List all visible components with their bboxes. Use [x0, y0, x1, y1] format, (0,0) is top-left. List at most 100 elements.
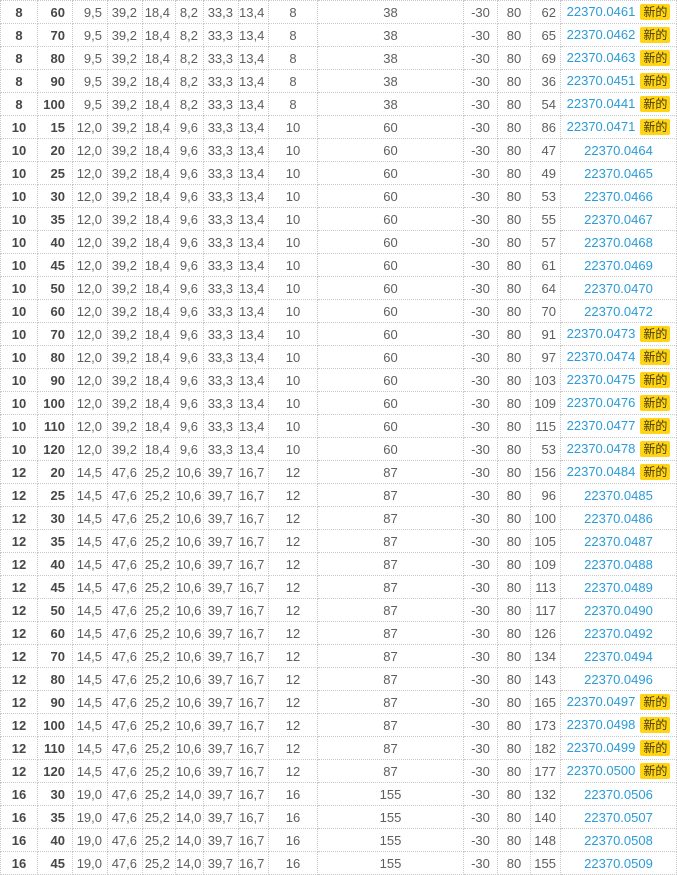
part-cell: 22370.0478 新的	[560, 437, 677, 461]
part-number-link[interactable]: 22370.0472	[584, 303, 653, 319]
part-number-link[interactable]: 22370.0473	[566, 325, 636, 341]
cell-value-2: 39,2	[107, 414, 143, 438]
part-number-link[interactable]: 22370.0465	[584, 165, 653, 181]
cell-value-1: 12,0	[72, 276, 108, 300]
part-number-link[interactable]: 22370.0496	[584, 671, 653, 687]
cell-value-2: 39,2	[107, 322, 143, 346]
part-number-link[interactable]: 22370.0476	[566, 394, 636, 410]
cell-value-7: 12	[268, 736, 318, 760]
cell-dim-2: 60	[37, 621, 73, 645]
cell-value-1: 9,5	[72, 92, 108, 116]
part-number-link[interactable]: 22370.0486	[584, 510, 653, 526]
cell-value-1: 14,5	[72, 736, 108, 760]
cell-dim-1: 12	[0, 529, 38, 553]
cell-dim-2: 90	[37, 69, 73, 93]
part-number-link[interactable]: 22370.0466	[584, 188, 653, 204]
cell-value-6: 16,7	[238, 736, 269, 760]
cell-value-2: 39,2	[107, 92, 143, 116]
cell-value-8: 60	[317, 368, 464, 392]
cell-value-11: 156	[530, 460, 561, 484]
cell-value-4: 9,6	[175, 276, 204, 300]
cell-value-8: 60	[317, 414, 464, 438]
cell-value-7: 10	[268, 414, 318, 438]
part-number-link[interactable]: 22370.0464	[584, 142, 653, 158]
cell-value-8: 60	[317, 115, 464, 139]
cell-value-7: 12	[268, 460, 318, 484]
part-number-link[interactable]: 22370.0487	[584, 533, 653, 549]
cell-value-4: 9,6	[175, 138, 204, 162]
cell-value-1: 9,5	[72, 46, 108, 70]
part-number-link[interactable]: 22370.0451	[566, 72, 636, 88]
cell-value-7: 16	[268, 828, 318, 852]
part-number-link[interactable]: 22370.0492	[584, 625, 653, 641]
cell-value-7: 8	[268, 46, 318, 70]
part-number-link[interactable]: 22370.0509	[584, 855, 653, 871]
cell-value-10: 80	[497, 598, 531, 622]
cell-value-11: 91	[530, 322, 561, 346]
part-number-link[interactable]: 22370.0469	[584, 257, 653, 273]
part-number-link[interactable]: 22370.0498	[566, 716, 636, 732]
cell-value-4: 9,6	[175, 437, 204, 461]
part-number-link[interactable]: 22370.0467	[584, 211, 653, 227]
table-row: 12 80 14,5 47,6 25,2 10,6 39,7 16,7 12 8…	[0, 667, 677, 691]
part-number-link[interactable]: 22370.0484	[566, 463, 636, 479]
cell-dim-2: 40	[37, 230, 73, 254]
part-number-link[interactable]: 22370.0478	[566, 440, 636, 456]
cell-value-5: 33,3	[203, 391, 239, 415]
part-number-link[interactable]: 22370.0500	[566, 762, 636, 778]
table-row: 12 45 14,5 47,6 25,2 10,6 39,7 16,7 12 8…	[0, 575, 677, 599]
part-number-link[interactable]: 22370.0462	[566, 26, 636, 42]
cell-value-8: 87	[317, 736, 464, 760]
cell-value-5: 33,3	[203, 414, 239, 438]
part-number-link[interactable]: 22370.0494	[584, 648, 653, 664]
part-number-link[interactable]: 22370.0489	[584, 579, 653, 595]
cell-value-5: 39,7	[203, 483, 239, 507]
part-number-link[interactable]: 22370.0506	[584, 786, 653, 802]
part-number-link[interactable]: 22370.0468	[584, 234, 653, 250]
part-cell: 22370.0469	[560, 253, 677, 277]
cell-value-5: 33,3	[203, 161, 239, 185]
table-row: 16 35 19,0 47,6 25,2 14,0 39,7 16,7 16 1…	[0, 805, 677, 829]
part-cell: 22370.0490	[560, 598, 677, 622]
cell-value-11: 134	[530, 644, 561, 668]
part-number-link[interactable]: 22370.0463	[566, 49, 636, 65]
part-number-link[interactable]: 22370.0508	[584, 832, 653, 848]
cell-value-6: 13,4	[238, 253, 269, 277]
part-number-link[interactable]: 22370.0475	[566, 371, 636, 387]
new-badge: 新的	[640, 717, 671, 734]
cell-value-4: 9,6	[175, 391, 204, 415]
cell-value-9: -30	[463, 138, 498, 162]
cell-value-4: 14,0	[175, 782, 204, 806]
cell-value-5: 33,3	[203, 276, 239, 300]
table-row: 10 20 12,0 39,2 18,4 9,6 33,3 13,4 10 60…	[0, 138, 677, 162]
cell-value-3: 25,2	[142, 598, 176, 622]
cell-value-7: 10	[268, 138, 318, 162]
table-row: 8 60 9,5 39,2 18,4 8,2 33,3 13,4 8 38 -3…	[0, 0, 677, 24]
cell-value-9: -30	[463, 115, 498, 139]
part-cell: 22370.0463 新的	[560, 46, 677, 70]
new-badge: 新的	[640, 418, 671, 435]
part-number-link[interactable]: 22370.0441	[566, 95, 636, 111]
part-number-link[interactable]: 22370.0474	[566, 348, 636, 364]
cell-value-4: 10,6	[175, 552, 204, 576]
cell-value-7: 12	[268, 598, 318, 622]
cell-value-6: 16,7	[238, 483, 269, 507]
part-number-link[interactable]: 22370.0499	[566, 739, 636, 755]
part-number-link[interactable]: 22370.0490	[584, 602, 653, 618]
part-number-link[interactable]: 22370.0477	[566, 417, 636, 433]
part-number-link[interactable]: 22370.0461	[566, 3, 636, 19]
cell-value-5: 39,7	[203, 667, 239, 691]
cell-dim-2: 45	[37, 851, 73, 875]
cell-value-3: 25,2	[142, 506, 176, 530]
part-number-link[interactable]: 22370.0497	[566, 693, 636, 709]
part-number-link[interactable]: 22370.0470	[584, 280, 653, 296]
cell-dim-1: 8	[0, 69, 38, 93]
part-number-link[interactable]: 22370.0507	[584, 809, 653, 825]
cell-value-2: 47,6	[107, 782, 143, 806]
cell-value-4: 9,6	[175, 115, 204, 139]
part-number-link[interactable]: 22370.0485	[584, 487, 653, 503]
part-number-link[interactable]: 22370.0488	[584, 556, 653, 572]
part-cell: 22370.0466	[560, 184, 677, 208]
part-number-link[interactable]: 22370.0471	[566, 118, 636, 134]
part-cell: 22370.0451 新的	[560, 69, 677, 93]
